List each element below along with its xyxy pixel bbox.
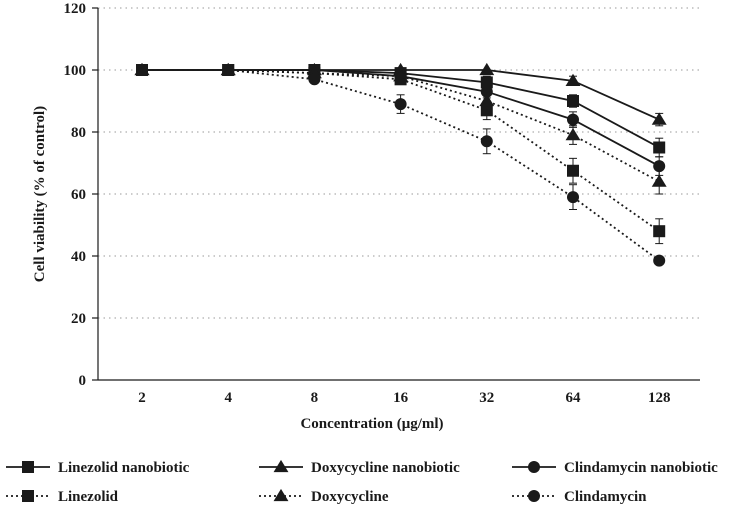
series [134, 62, 667, 267]
data-point-circle [394, 98, 407, 111]
legend-item: Doxycycline [259, 488, 389, 505]
data-point-triangle [273, 488, 289, 502]
y-tick-label: 0 [79, 373, 87, 389]
data-point-triangle [393, 69, 409, 82]
y-tick-label: 40 [71, 249, 86, 265]
data-point-circle [480, 135, 493, 148]
data-point-circle [222, 64, 235, 76]
legend-item: Linezolid [6, 489, 119, 505]
y-ticks: 0 20 40 60 80 100 120 [64, 1, 98, 389]
data-point-square [653, 225, 666, 238]
data-point-triangle [565, 73, 581, 86]
data-point-circle [136, 64, 148, 76]
y-axis-title: Cell viability (% of control) [32, 106, 48, 282]
series-clindamycin [136, 64, 666, 267]
series-line [142, 69, 660, 183]
data-point-circle [567, 191, 579, 204]
legend-label: Clindamycin [564, 489, 647, 505]
y-tick-label: 20 [71, 311, 86, 327]
series-line [142, 69, 660, 232]
data-point-circle [528, 490, 540, 502]
data-point-circle [308, 73, 321, 86]
data-point-circle [528, 461, 540, 473]
x-tick-label: 4 [224, 390, 232, 406]
y-tick-label: 60 [71, 187, 86, 203]
data-point-triangle [565, 128, 581, 141]
x-tick-label: 2 [138, 390, 146, 406]
x-tick-label: 8 [311, 390, 319, 406]
legend-item: Doxycycline nanobiotic [259, 459, 460, 476]
x-axis-title: Concentration (μg/ml) [300, 416, 443, 432]
data-point-square [22, 490, 34, 502]
data-point-triangle [273, 459, 289, 473]
legend-item: Clindamycin [512, 489, 647, 505]
data-point-triangle [651, 112, 667, 125]
data-point-triangle [479, 62, 495, 76]
legend-label: Linezolid [58, 489, 119, 505]
data-point-square [567, 95, 579, 107]
grid [98, 7, 700, 319]
data-point-triangle [479, 93, 495, 107]
x-tick-label: 16 [393, 390, 409, 406]
data-point-square [567, 164, 579, 177]
y-tick-label: 100 [64, 63, 87, 79]
data-point-square [22, 461, 34, 473]
legend-label: Linezolid nanobiotic [58, 460, 190, 476]
data-point-circle [653, 254, 666, 267]
data-point-triangle [651, 174, 667, 187]
legend: Linezolid nanobiotic Doxycycline nanobiot… [6, 459, 718, 505]
data-point-square [653, 141, 666, 154]
y-tick-label: 120 [64, 1, 87, 17]
legend-item: Linezolid nanobiotic [6, 460, 190, 476]
x-tick-label: 32 [479, 390, 494, 406]
x-tick-label: 128 [648, 390, 671, 406]
x-ticks: 2 4 8 16 32 64 128 [138, 390, 670, 406]
legend-label: Doxycycline [311, 489, 389, 505]
legend-label: Doxycycline nanobiotic [311, 460, 460, 476]
data-point-circle [567, 113, 579, 126]
legend-item: Clindamycin nanobiotic [512, 460, 718, 476]
series-linezolid [136, 64, 666, 245]
x-tick-label: 64 [566, 390, 582, 406]
y-tick-label: 80 [71, 125, 86, 141]
legend-label: Clindamycin nanobiotic [564, 460, 718, 476]
